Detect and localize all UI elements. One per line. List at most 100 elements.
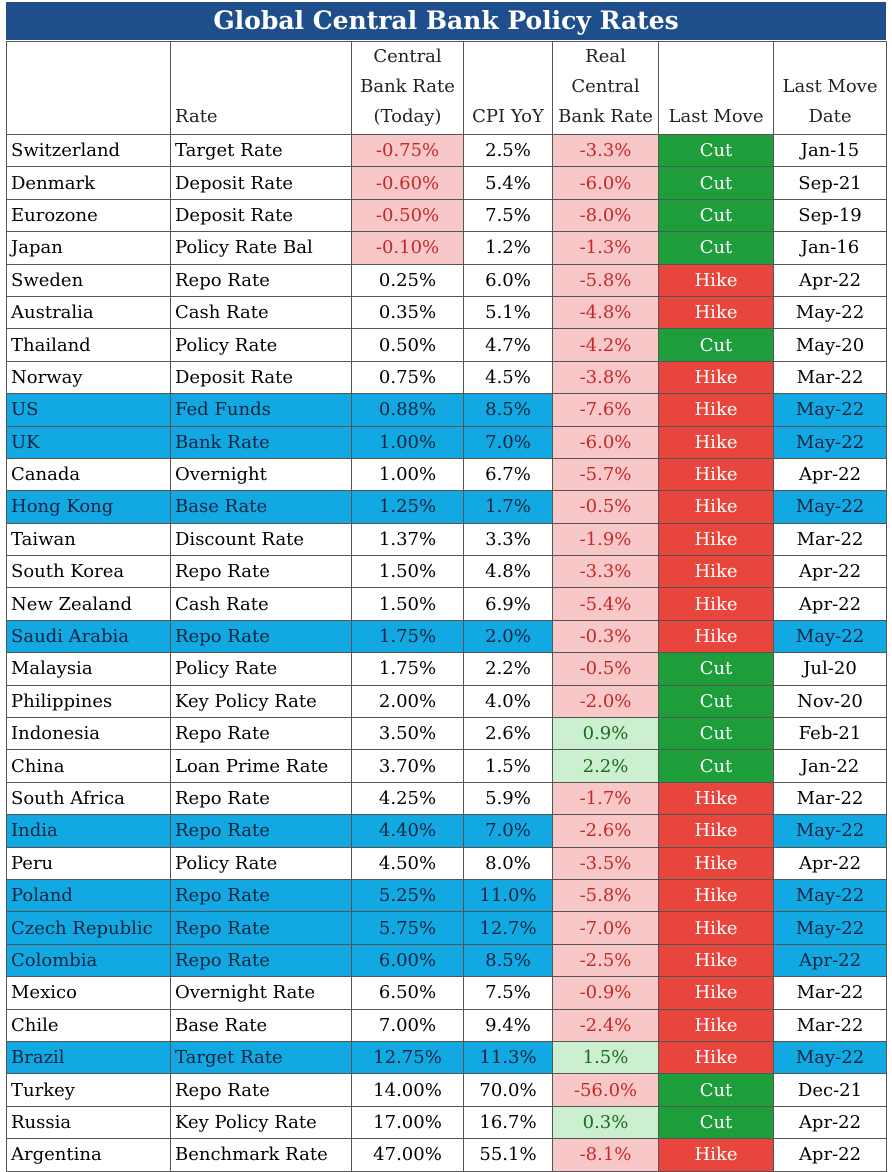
last-move-cell: Cut <box>658 198 774 233</box>
country-cell: Peru <box>6 846 171 880</box>
real-rate-cell: -5.8% <box>552 878 659 913</box>
country-cell: Hong Kong <box>6 490 171 524</box>
cpi-yoy-cell: 8.5% <box>463 393 553 427</box>
last-move-cell: Hike <box>658 1040 774 1075</box>
real-rate-cell: -0.9% <box>552 976 659 1010</box>
cpi-yoy-cell: 11.0% <box>463 878 553 913</box>
table-row: Czech Republic Repo Rate 5.75% 12.7% -7.0% Hi… <box>6 911 887 945</box>
rate-name-cell: Repo Rate <box>170 717 352 751</box>
last-move-cell: Hike <box>658 522 774 557</box>
cpi-yoy-cell: 7.0% <box>463 814 553 848</box>
rate-name-cell: Benchmark Rate <box>170 1138 352 1172</box>
real-rate-cell: -3.5% <box>552 846 659 880</box>
last-move-cell: Hike <box>658 393 774 427</box>
last-move-date-cell: Apr-22 <box>773 587 887 621</box>
last-move-cell: Cut <box>658 1073 774 1107</box>
central-bank-rate-cell: 1.00% <box>351 425 464 459</box>
rate-name-cell: Deposit Rate <box>170 360 352 395</box>
rate-name-cell: Deposit Rate <box>170 198 352 233</box>
country-cell: Saudi Arabia <box>6 619 171 654</box>
rate-name-cell: Key Policy Rate <box>170 1105 352 1140</box>
rate-name-cell: Cash Rate <box>170 295 352 330</box>
central-bank-rate-cell: 5.25% <box>351 878 464 913</box>
header-rate: Rate <box>170 41 352 135</box>
central-bank-rate-cell: 0.88% <box>351 393 464 427</box>
rate-name-cell: Base Rate <box>170 1008 352 1042</box>
country-cell: Philippines <box>6 684 171 719</box>
country-cell: Colombia <box>6 943 171 978</box>
central-bank-rate-cell: 6.50% <box>351 976 464 1010</box>
last-move-date-cell: Apr-22 <box>773 1138 887 1172</box>
last-move-cell: Hike <box>658 263 774 297</box>
cpi-yoy-cell: 3.3% <box>463 522 553 557</box>
last-move-date-cell: Apr-22 <box>773 1105 887 1140</box>
country-cell: Australia <box>6 295 171 330</box>
country-cell: Argentina <box>6 1138 171 1172</box>
last-move-date-cell: Mar-22 <box>773 1008 887 1042</box>
last-move-cell: Hike <box>658 619 774 654</box>
last-move-cell: Cut <box>658 166 774 200</box>
cpi-yoy-cell: 6.7% <box>463 457 553 492</box>
last-move-cell: Hike <box>658 781 774 816</box>
country-cell: Russia <box>6 1105 171 1140</box>
central-bank-rate-cell: 4.50% <box>351 846 464 880</box>
real-rate-cell: -2.4% <box>552 1008 659 1042</box>
last-move-date-cell: May-22 <box>773 878 887 913</box>
table-row: Brazil Target Rate 12.75% 11.3% 1.5% Hike May-… <box>6 1040 887 1075</box>
central-bank-rate-cell: -0.50% <box>351 198 464 233</box>
central-bank-rate-cell: 5.75% <box>351 911 464 945</box>
table-row: Turkey Repo Rate 14.00% 70.0% -56.0% Cut Dec-2… <box>6 1073 887 1107</box>
header-cb-rate: Central Bank Rate (Today) <box>351 41 464 135</box>
table-row: Taiwan Discount Rate 1.37% 3.3% -1.9% Hike Mar… <box>6 522 887 557</box>
country-cell: India <box>6 814 171 848</box>
real-rate-cell: 0.9% <box>552 717 659 751</box>
real-rate-cell: -1.3% <box>552 231 659 265</box>
country-cell: Japan <box>6 231 171 265</box>
last-move-cell: Hike <box>658 587 774 621</box>
last-move-date-cell: Apr-22 <box>773 846 887 880</box>
header-cb-rate-line-3: (Today) <box>373 106 442 127</box>
table-row: South Africa Repo Rate 4.25% 5.9% -1.7% Hike M… <box>6 781 887 816</box>
cpi-yoy-cell: 4.0% <box>463 684 553 719</box>
cpi-yoy-cell: 7.5% <box>463 198 553 233</box>
central-bank-rate-cell: 4.25% <box>351 781 464 816</box>
rate-name-cell: Target Rate <box>170 1040 352 1075</box>
real-rate-cell: -1.9% <box>552 522 659 557</box>
table-row: Indonesia Repo Rate 3.50% 2.6% 0.9% Cut Feb-21 <box>6 717 887 751</box>
header-last-move: Last Move <box>658 41 774 135</box>
real-rate-cell: 2.2% <box>552 749 659 783</box>
last-move-date-cell: Apr-22 <box>773 943 887 978</box>
cpi-yoy-cell: 4.8% <box>463 555 553 589</box>
central-bank-rate-cell: -0.10% <box>351 231 464 265</box>
central-bank-rate-cell: 2.00% <box>351 684 464 719</box>
cpi-yoy-cell: 2.2% <box>463 652 553 686</box>
last-move-cell: Cut <box>658 1105 774 1140</box>
country-cell: South Korea <box>6 555 171 589</box>
table-row: Russia Key Policy Rate 17.00% 16.7% 0.3% Cut A… <box>6 1105 887 1140</box>
real-rate-cell: -1.7% <box>552 781 659 816</box>
real-rate-cell: -5.4% <box>552 587 659 621</box>
last-move-date-cell: May-22 <box>773 1040 887 1075</box>
rate-name-cell: Base Rate <box>170 490 352 524</box>
country-cell: Canada <box>6 457 171 492</box>
country-cell: Switzerland <box>6 133 171 168</box>
central-bank-rate-cell: 1.25% <box>351 490 464 524</box>
real-rate-cell: -3.3% <box>552 133 659 168</box>
central-bank-rate-cell: 1.75% <box>351 652 464 686</box>
last-move-date-cell: Mar-22 <box>773 976 887 1010</box>
last-move-date-cell: Mar-22 <box>773 360 887 395</box>
header-real-line-1: Real <box>585 46 626 67</box>
rate-name-cell: Repo Rate <box>170 619 352 654</box>
real-rate-cell: -0.3% <box>552 619 659 654</box>
last-move-date-cell: Mar-22 <box>773 781 887 816</box>
last-move-date-cell: Mar-22 <box>773 522 887 557</box>
last-move-cell: Hike <box>658 457 774 492</box>
last-move-cell: Hike <box>658 490 774 524</box>
real-rate-cell: -7.6% <box>552 393 659 427</box>
country-cell: Norway <box>6 360 171 395</box>
last-move-cell: Hike <box>658 878 774 913</box>
table-row: UK Bank Rate 1.00% 7.0% -6.0% Hike May-22 <box>6 425 887 459</box>
real-rate-cell: -6.0% <box>552 166 659 200</box>
central-bank-rate-cell: 7.00% <box>351 1008 464 1042</box>
real-rate-cell: -2.6% <box>552 814 659 848</box>
